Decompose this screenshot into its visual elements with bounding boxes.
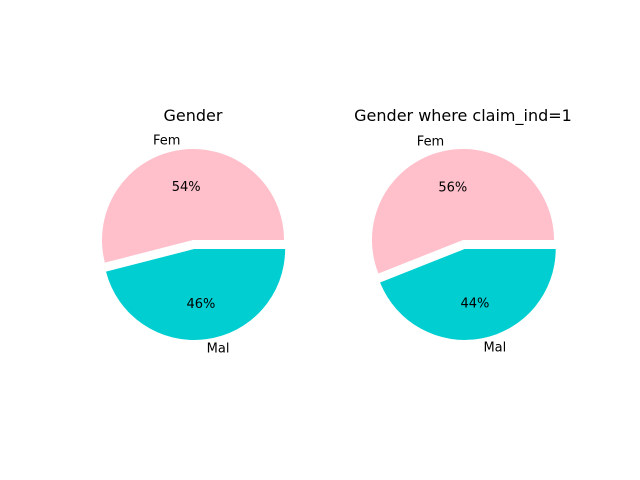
pie-slice-mal — [380, 248, 556, 340]
chart-title: Gender — [164, 106, 223, 125]
pie-slice-fem — [371, 148, 554, 274]
slice-percent-label: 56% — [438, 180, 467, 195]
slice-percent-label: 44% — [460, 297, 489, 312]
pie-chart-gender-claim: Gender where claim_ind=1 Fem 56% Mal 44% — [354, 106, 572, 355]
slice-percent-label: 54% — [172, 180, 201, 195]
pie-slice-fem — [101, 149, 284, 263]
slice-label: Fem — [153, 134, 180, 149]
slice-label: Mal — [207, 341, 230, 356]
slice-percent-label: 46% — [187, 297, 216, 312]
slice-label: Fem — [417, 135, 444, 150]
slice-label: Mal — [483, 340, 506, 355]
pie-chart-gender: Gender Fem 54% Mal 46% — [101, 106, 286, 356]
chart-title: Gender where claim_ind=1 — [354, 106, 572, 126]
pie-slice-mal — [105, 249, 286, 341]
